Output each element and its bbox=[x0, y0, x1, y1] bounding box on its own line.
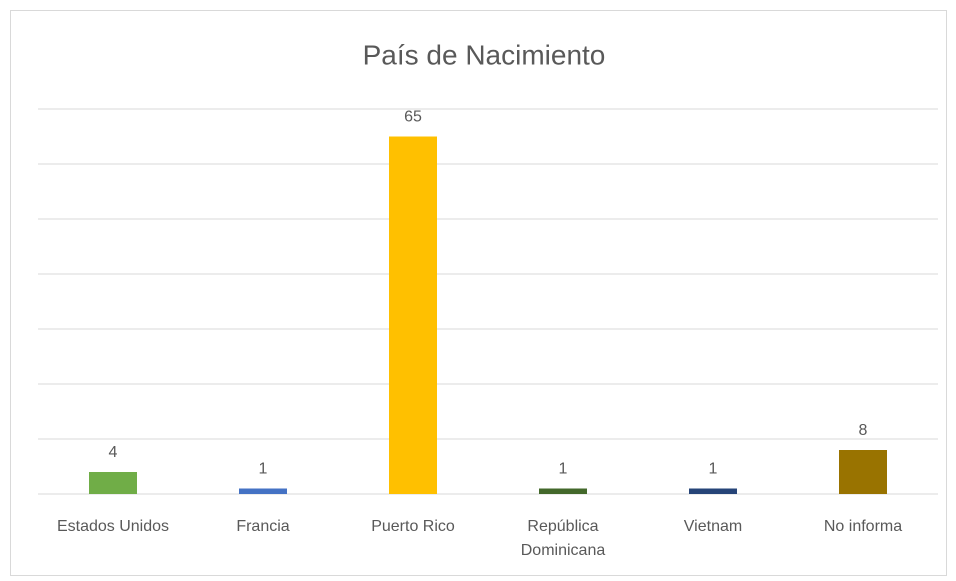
x-tick-label: Estados Unidos bbox=[57, 518, 169, 535]
chart-border bbox=[10, 10, 947, 576]
bar bbox=[239, 488, 287, 494]
data-label: 1 bbox=[709, 461, 718, 478]
x-tick-label: Puerto Rico bbox=[371, 518, 455, 535]
bar bbox=[839, 450, 887, 494]
bar bbox=[389, 136, 437, 494]
bar bbox=[89, 472, 137, 494]
x-tick-label: República Dominicana bbox=[521, 518, 606, 559]
x-tick-label: Francia bbox=[236, 518, 289, 535]
x-tick-label: No informa bbox=[824, 518, 902, 535]
data-label: 1 bbox=[559, 461, 568, 478]
data-label: 65 bbox=[404, 109, 422, 126]
data-label: 4 bbox=[109, 444, 118, 461]
data-label: 1 bbox=[259, 461, 268, 478]
bar bbox=[689, 488, 737, 494]
data-label: 8 bbox=[859, 422, 868, 439]
x-tick-label: Vietnam bbox=[684, 518, 742, 535]
chart-title: País de Nacimiento bbox=[363, 39, 606, 70]
bar bbox=[539, 488, 587, 494]
